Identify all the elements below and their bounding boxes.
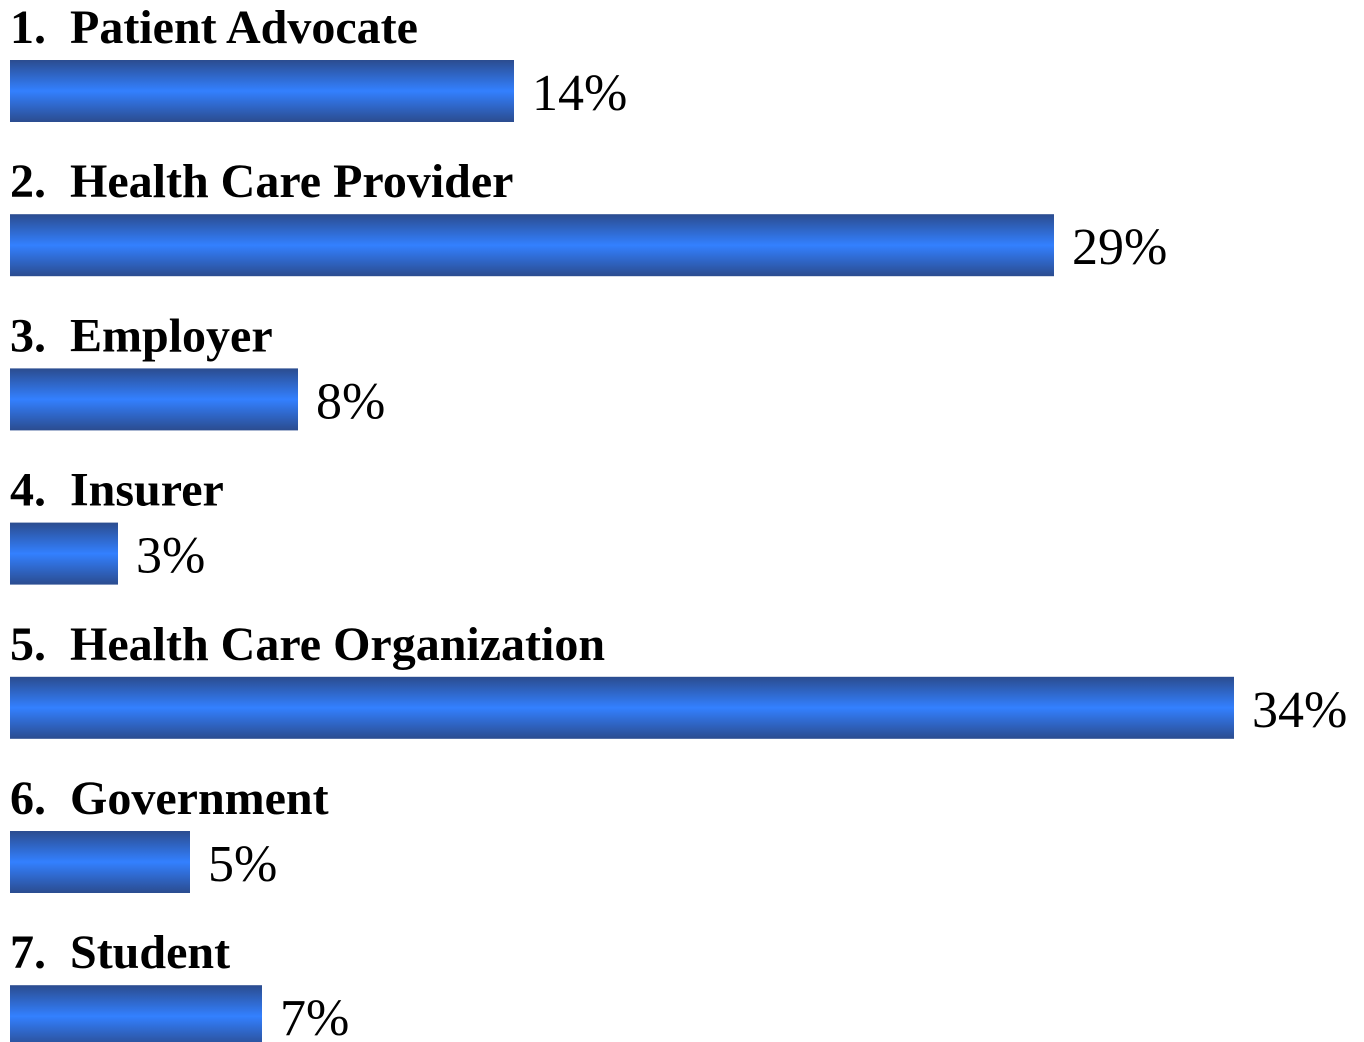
value-label: 5% xyxy=(208,836,277,893)
category-label: 1. Patient Advocate xyxy=(10,1,418,54)
bar xyxy=(10,985,262,1042)
category-label: 3. Employer xyxy=(10,309,273,362)
category-label: 2. Health Care Provider xyxy=(10,155,513,208)
value-label: 7% xyxy=(280,990,349,1042)
bar xyxy=(10,368,298,431)
category-label: 4. Insurer xyxy=(10,464,224,517)
value-label: 29% xyxy=(1072,219,1167,276)
bar xyxy=(10,522,118,585)
value-label: 3% xyxy=(136,528,205,585)
category-label: 5. Health Care Organization xyxy=(10,618,605,671)
value-label: 14% xyxy=(532,65,627,122)
value-label: 34% xyxy=(1252,682,1347,739)
bar xyxy=(10,60,514,122)
category-label: 7. Student xyxy=(10,926,230,979)
bar xyxy=(10,214,1054,277)
value-label: 8% xyxy=(316,373,385,430)
category-label: 6. Government xyxy=(10,772,329,825)
bar xyxy=(10,831,190,893)
bar xyxy=(10,676,1234,739)
